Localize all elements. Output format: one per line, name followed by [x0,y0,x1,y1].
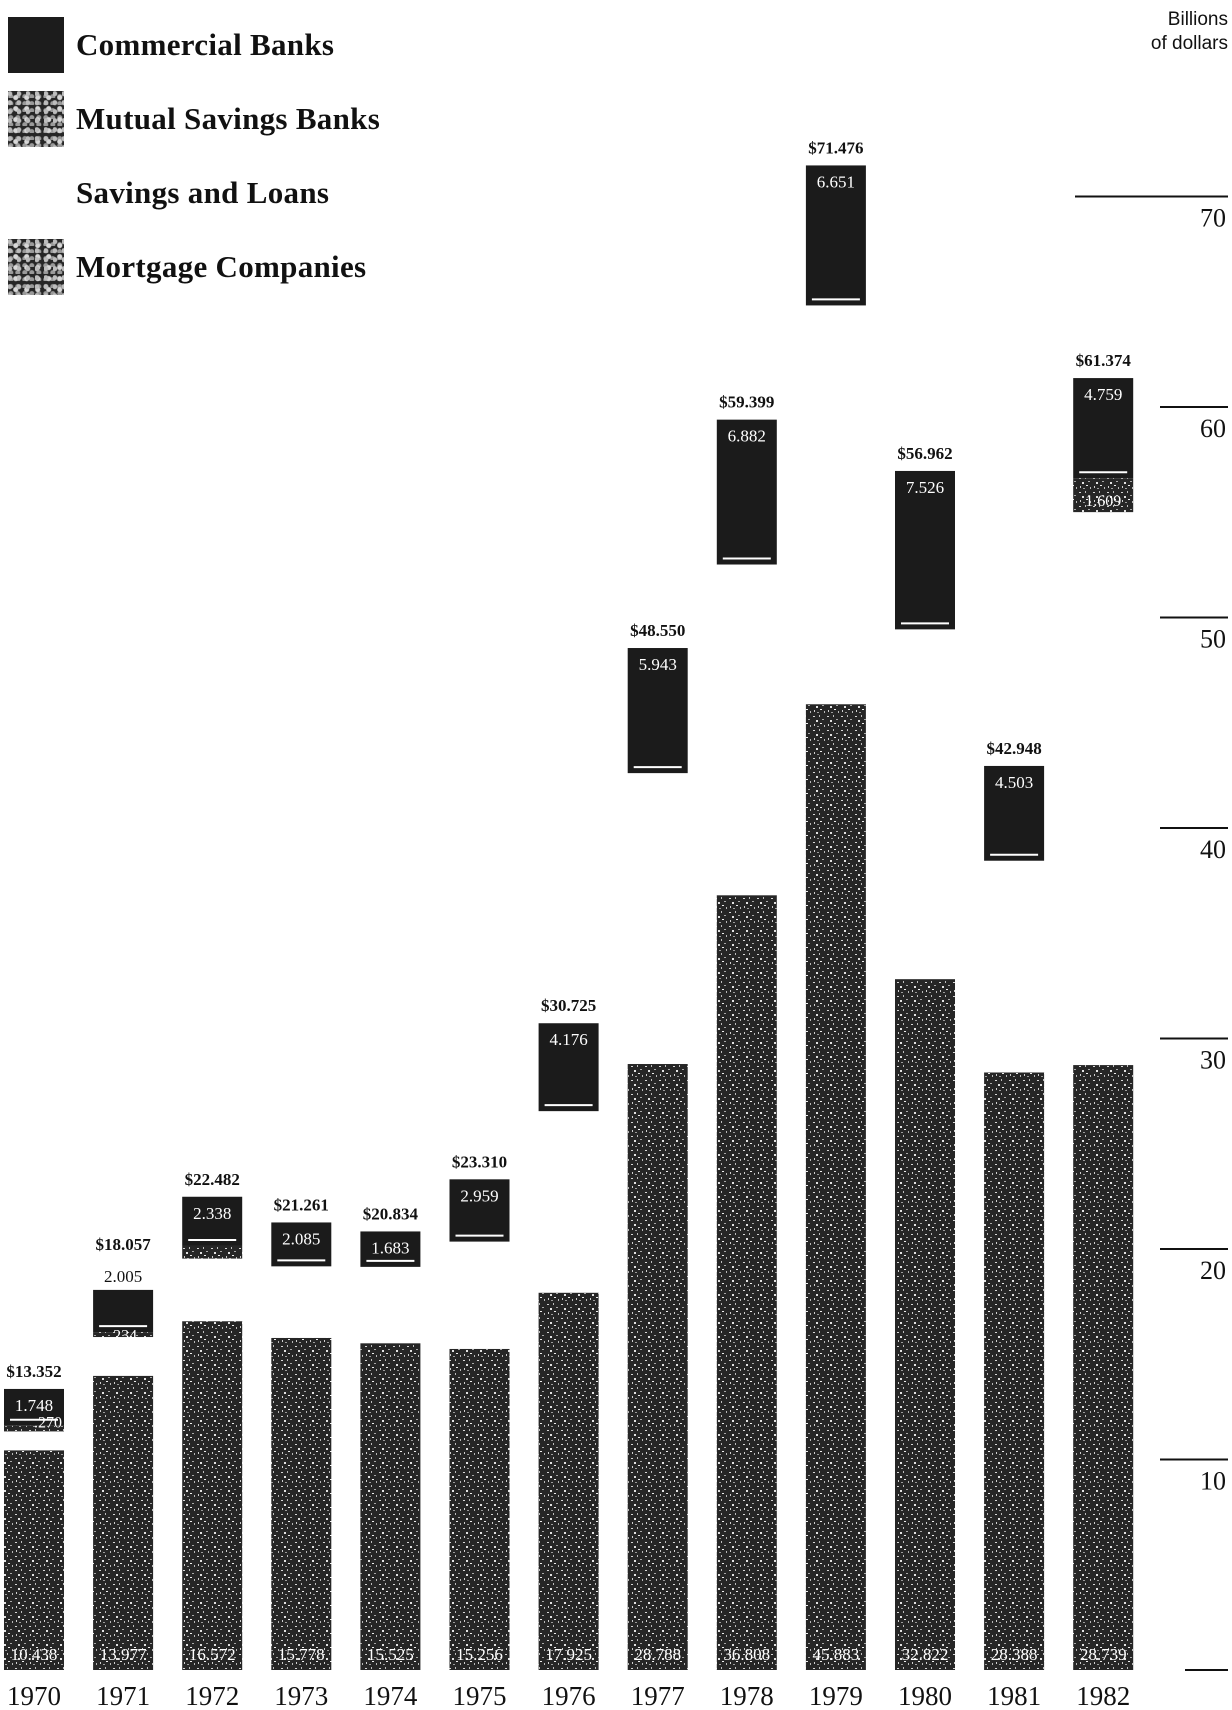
bar-value-label-mortgage-companies-1980: 32.822 [902,1645,949,1664]
bar-value-label-mortgage-companies-1977: 28.788 [634,1645,681,1664]
bar-value-label-commercial-banks-1971: 2.005 [104,1267,142,1286]
bar-segment-mortgage-companies-1976 [539,1293,599,1670]
x-axis-tick-label-1982: 1982 [1076,1681,1130,1710]
bar-value-label-commercial-banks-1976: 4.176 [549,1030,587,1049]
x-axis-tick-label-1978: 1978 [720,1681,774,1710]
x-axis-tick-label-1971: 1971 [96,1681,150,1710]
bar-segment-savings-and-loans-1974 [360,1267,420,1343]
bar-total-label-1972: $22.482 [185,1170,240,1189]
bar-value-label-mortgage-companies-1970: 10.438 [11,1645,58,1664]
bar-value-label-mortgage-companies-1982: 28.739 [1080,1645,1127,1664]
bar-value-label-commercial-banks-1974: 1.683 [371,1238,409,1257]
bar-value-label-mortgage-companies-1971: 13.977 [100,1645,147,1664]
bar-segment-mortgage-companies-1971 [93,1376,153,1670]
bar-segment-mortgage-companies-1980 [895,979,955,1670]
bar-segment-mortgage-companies-1981 [984,1072,1044,1670]
x-axis-tick-label-1972: 1972 [185,1681,239,1710]
x-axis-tick-label-1976: 1976 [542,1681,596,1710]
bar-total-label-1970: $13.352 [6,1362,61,1381]
bar-segment-mortgage-companies-1970 [4,1450,64,1670]
bar-segment-mortgage-companies-1982 [1073,1065,1133,1670]
bar-segment-mortgage-companies-1975 [450,1349,510,1670]
bar-value-label-commercial-banks-1975: 2.959 [460,1186,498,1205]
y-axis-tick-label-60: 60 [1200,414,1226,443]
bar-segment-savings-and-loans-1981 [984,861,1044,1073]
x-axis-tick-label-1980: 1980 [898,1681,952,1710]
bar-segment-savings-and-loans-1970 [4,1431,64,1450]
bar-total-label-1976: $30.725 [541,996,596,1015]
bar-series-layer [4,165,1133,1670]
bar-value-label-commercial-banks-1978: 6.882 [728,427,766,446]
y-axis-tick-label-50: 50 [1200,625,1226,654]
x-axis-tick-label-1977: 1977 [631,1681,685,1710]
bar-total-label-1979: $71.476 [808,138,863,157]
bar-total-label-1982: $61.374 [1076,351,1132,370]
bar-value-label-commercial-banks-1972: 2.338 [193,1204,231,1223]
bar-segment-savings-and-loans-1975 [450,1242,510,1349]
bar-segment-mortgage-companies-1979 [806,704,866,1670]
bar-value-label-commercial-banks-1973: 2.085 [282,1229,320,1248]
bar-value-label-mortgage-companies-1973: 15.778 [278,1645,325,1664]
bar-value-label-commercial-banks-1981: 4.503 [995,773,1033,792]
bar-value-label-mortgage-companies-1975: 15.256 [456,1645,503,1664]
y-axis-tick-label-70: 70 [1200,204,1226,233]
bar-value-label-mortgage-companies-1976: 17.925 [545,1645,592,1664]
bar-segment-mutual-savings-banks-1972 [182,1246,242,1259]
bar-segment-mortgage-companies-1977 [628,1064,688,1670]
x-axis-tick-label-1970: 1970 [7,1681,61,1710]
bar-total-label-1981: $42.948 [986,739,1041,758]
bar-segment-savings-and-loans-1977 [628,773,688,1064]
bar-total-label-1977: $48.550 [630,621,685,640]
bar-value-label-mortgage-companies-1981: 28.388 [991,1645,1038,1664]
bar-value-label-commercial-banks-1979: 6.651 [817,172,855,191]
bar-value-label-commercial-banks-1982: 4.759 [1084,385,1122,404]
x-axis-tick-label-1974: 1974 [363,1681,418,1710]
y-axis-tick-label-40: 40 [1200,835,1226,864]
y-axis-tick-label-30: 30 [1200,1046,1226,1075]
bar-segment-savings-and-loans-1972 [182,1259,242,1322]
x-axis-tick-label-1979: 1979 [809,1681,863,1710]
bar-total-label-1980: $56.962 [897,444,952,463]
x-axis-tick-label-1975: 1975 [453,1681,507,1710]
y-axis-tick-label-10: 10 [1200,1467,1226,1496]
bar-total-label-1971: $18.057 [95,1235,151,1254]
bar-value-label-mutual-savings-banks-1971: .234 [109,1328,137,1345]
bar-segment-mortgage-companies-1973 [271,1338,331,1670]
bar-total-label-1975: $23.310 [452,1152,507,1171]
bar-segment-mortgage-companies-1978 [717,895,777,1670]
x-axis-tick-label-1981: 1981 [987,1681,1041,1710]
bar-value-label-mutual-savings-banks-1970: .270 [34,1414,62,1431]
bar-value-label-mortgage-companies-1974: 15.525 [367,1645,414,1664]
x-axis-tick-labels: 1970 1971 1972 1973 1974 1975 1976 1977 1978 1979… [7,1681,1130,1710]
bar-value-label-mortgage-companies-1979: 45.883 [813,1645,860,1664]
bar-segment-savings-and-loans-1973 [271,1266,331,1338]
bar-value-label-mortgage-companies-1972: 16.572 [189,1645,236,1664]
bar-segment-savings-and-loans-1980 [895,629,955,979]
bar-segment-savings-and-loans-1978 [717,565,777,896]
x-axis-tick-label-1973: 1973 [274,1681,328,1710]
bar-segment-mortgage-companies-1974 [360,1343,420,1670]
bar-value-label-mortgage-companies-1978: 36.808 [723,1645,770,1664]
bar-value-label-commercial-banks-1970: 1.748 [15,1396,53,1415]
bar-total-label-1974: $20.834 [363,1204,419,1223]
bar-total-label-1978: $59.399 [719,393,774,412]
bar-segment-savings-and-loans-1982 [1073,512,1133,1065]
bar-value-label-commercial-banks-1980: 7.526 [906,478,944,497]
bar-segment-mortgage-companies-1972 [182,1321,242,1670]
bar-segment-savings-and-loans-1979 [806,305,866,704]
bar-total-label-1973: $21.261 [274,1195,329,1214]
bar-value-label-commercial-banks-1977: 5.943 [639,655,677,674]
bar-value-label-mutual-savings-banks-1982: 1.609 [1085,493,1121,510]
y-axis-tick-label-20: 20 [1200,1256,1226,1285]
bar-segment-savings-and-loans-1976 [539,1111,599,1293]
